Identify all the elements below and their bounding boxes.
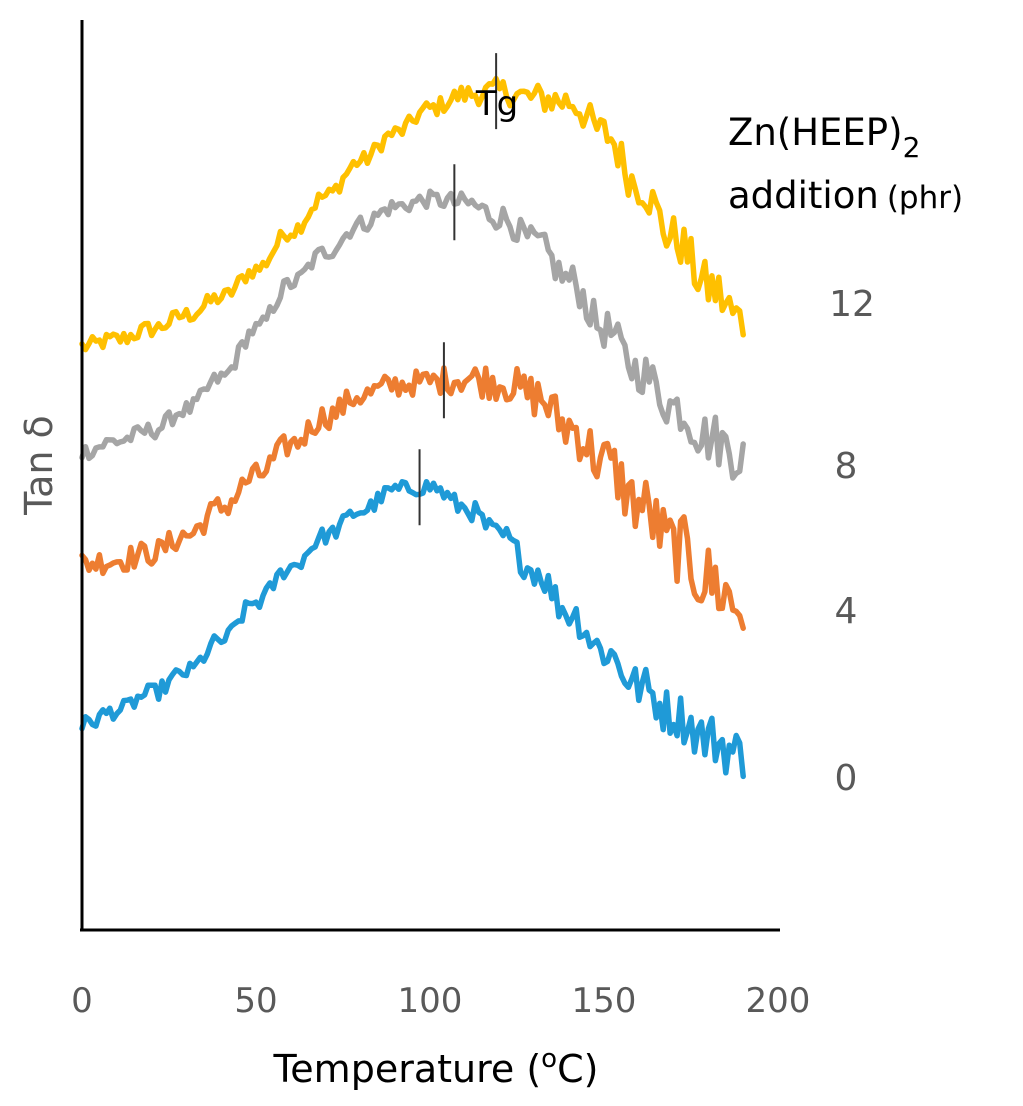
series-label-0: 0	[835, 758, 858, 799]
x-tick-label: 50	[234, 981, 277, 1021]
x-tick-label: 200	[746, 981, 811, 1021]
series-label-4: 4	[835, 591, 858, 632]
series-line-4	[79, 365, 746, 631]
series-label-8: 8	[835, 446, 858, 487]
y-axis-title: Tan δ	[17, 415, 61, 516]
series-line-8	[79, 188, 746, 481]
series-labels: 12 8 4 0	[829, 284, 875, 799]
x-ticks: 0 50 100 150 200	[71, 981, 810, 1021]
series-line-12	[79, 75, 746, 353]
x-tick-label: 150	[572, 981, 637, 1021]
tg-markers	[418, 53, 498, 526]
legend-title: Zn(HEEP)2 addition (phr)	[728, 111, 963, 217]
legend-title-line2: addition (phr)	[728, 174, 963, 217]
tg-label: Tg	[475, 84, 518, 124]
series-line-0	[79, 478, 746, 780]
series-label-12: 12	[829, 284, 875, 325]
plot-area	[79, 75, 746, 780]
x-tick-label: 0	[71, 981, 93, 1021]
x-axis-title: Temperature (oC)	[273, 1044, 599, 1091]
x-tick-label: 100	[398, 981, 463, 1021]
legend-title-line1: Zn(HEEP)2	[728, 111, 920, 164]
